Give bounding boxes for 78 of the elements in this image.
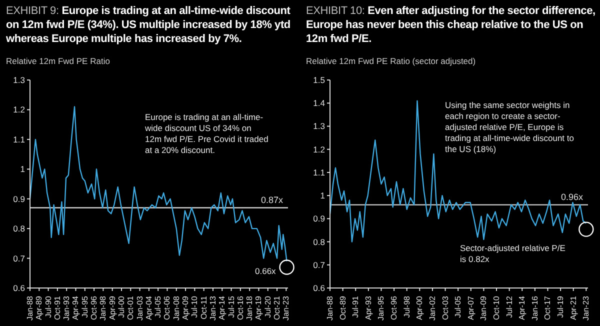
x-tick-label: Jan-23 bbox=[582, 295, 591, 320]
x-tick-label: Jan-88 bbox=[326, 295, 334, 320]
x-tick-label: Oct-10 bbox=[492, 295, 502, 320]
ref-line-label: 0.87x bbox=[260, 194, 284, 205]
y-tick-label: 1.3 bbox=[13, 75, 26, 86]
x-tick-label: Oct-01 bbox=[126, 295, 136, 320]
x-tick-label: Oct-03 bbox=[440, 295, 450, 320]
x-tick-label: Apr-14 bbox=[518, 295, 527, 320]
x-tick-label: Jul-98 bbox=[402, 295, 412, 318]
y-tick-label: 0.8 bbox=[313, 236, 326, 247]
y-tick-label: 1.1 bbox=[313, 167, 326, 178]
y-tick-label: 1.2 bbox=[313, 144, 326, 154]
x-tick-label: Oct-17 bbox=[543, 295, 552, 320]
x-tick-label: Jan-98 bbox=[98, 295, 108, 320]
annotation: Europe is trading at an all-time-wide discount US of 34% on 12m fwd P/E. Pre Covid it traded at a 20% discount. bbox=[145, 112, 270, 156]
x-tick-label: Jan-08 bbox=[172, 295, 181, 320]
x-tick-label: Oct-11 bbox=[199, 295, 208, 320]
x-tick-label: Apr-00 bbox=[415, 295, 424, 320]
x-tick-label: Apr-19 bbox=[254, 295, 264, 320]
x-tick-label: Jul-00 bbox=[116, 295, 126, 318]
y-tick-label: 0.9 bbox=[313, 214, 326, 224]
x-tick-label: Apr-04 bbox=[144, 295, 154, 320]
x-tick-label: Oct-21 bbox=[272, 295, 282, 320]
x-tick-label: Apr-14 bbox=[218, 295, 227, 320]
x-tick-label: Apr-21 bbox=[568, 295, 578, 320]
x-tick-label: Jul-15 bbox=[226, 295, 236, 318]
y-tick-label: 1 bbox=[320, 190, 326, 201]
y-tick-label: 1.2 bbox=[13, 104, 26, 115]
chart-subtitle: Relative 12m Fwd PE Ratio bbox=[6, 56, 110, 66]
y-tick-label: 0.6 bbox=[13, 283, 26, 294]
x-tick-label: Jan-88 bbox=[26, 295, 34, 320]
x-tick-label: Oct-96 bbox=[390, 295, 399, 320]
x-tick-label: Jan-13 bbox=[208, 295, 218, 320]
y-tick-label: 1.5 bbox=[313, 75, 326, 86]
x-tick-label: Jul-91 bbox=[351, 295, 360, 318]
x-tick-label: Apr-07 bbox=[466, 295, 476, 320]
x-tick-label: Oct-91 bbox=[52, 295, 62, 320]
annotation: 0.66x bbox=[255, 266, 277, 277]
x-tick-label: Jan-93 bbox=[62, 295, 72, 320]
y-tick-label: 0.7 bbox=[13, 253, 26, 264]
x-tick-label: Apr-09 bbox=[181, 295, 190, 320]
x-tick-label: Jul-12 bbox=[504, 295, 514, 318]
ref-line-label: 0.96x bbox=[560, 192, 584, 202]
x-tick-label: Apr-89 bbox=[34, 295, 44, 320]
x-tick-label: Oct-89 bbox=[338, 295, 348, 320]
x-tick-label: Jan-16 bbox=[530, 295, 540, 320]
y-tick-label: 0.8 bbox=[13, 224, 26, 234]
x-tick-label: Jul-20 bbox=[263, 295, 272, 318]
x-tick-label: Apr-99 bbox=[108, 295, 117, 320]
x-tick-label: Oct-16 bbox=[236, 295, 245, 320]
y-tick-label: 0.7 bbox=[313, 260, 326, 270]
x-tick-label: Jan-23 bbox=[282, 295, 291, 320]
x-tick-label: Apr-93 bbox=[364, 295, 373, 320]
y-tick-label: 0.9 bbox=[13, 194, 26, 204]
y-tick-label: 1.1 bbox=[13, 134, 26, 144]
x-tick-label: Oct-06 bbox=[162, 295, 172, 320]
annotation: Using the same sector weights in each region to create a sector-adjusted relative P/E, Europe is trading at all-time-wide discount to the US (18%) bbox=[445, 100, 575, 155]
chart-title: EXHIBIT 9: Europe is trading at an all-time-wide discount on 12m fwd P/E (34%). US multiple increased by 18% ytd whereas Europe multiple has increased by 7%. bbox=[6, 5, 290, 45]
x-tick-label: Jul-90 bbox=[44, 295, 53, 318]
chart-subtitle: Relative 12m Fwd PE Ratio (sector adjusted) bbox=[306, 56, 476, 66]
x-tick-label: Jul-95 bbox=[80, 295, 90, 318]
x-tick-label: Jul-05 bbox=[454, 295, 463, 318]
x-tick-label: Jul-19 bbox=[556, 295, 566, 318]
x-tick-label: Jul-05 bbox=[154, 295, 163, 318]
x-tick-label: Jan-18 bbox=[245, 295, 254, 320]
y-tick-label: 1 bbox=[20, 164, 26, 174]
x-tick-label: Jul-10 bbox=[190, 295, 200, 318]
y-tick-label: 0.6 bbox=[313, 283, 326, 294]
x-tick-label: Apr-94 bbox=[71, 295, 80, 320]
chart-title: EXHIBIT 10: Even after adjusting for the sector difference, Europe has never been this cheap relative to the US on 12m fwd P/E. bbox=[306, 5, 596, 45]
y-tick-label: 1.3 bbox=[313, 121, 326, 132]
y-tick-label: 1.4 bbox=[313, 98, 326, 108]
x-tick-label: Jan-95 bbox=[376, 295, 386, 320]
x-tick-label: Oct-96 bbox=[90, 295, 99, 320]
x-tick-label: Jan-02 bbox=[428, 295, 437, 320]
x-tick-label: Jan-09 bbox=[479, 295, 488, 320]
annotation: Sector-adjusted relative P/E is 0.82x bbox=[460, 243, 566, 265]
x-tick-label: Jan-03 bbox=[135, 295, 144, 320]
